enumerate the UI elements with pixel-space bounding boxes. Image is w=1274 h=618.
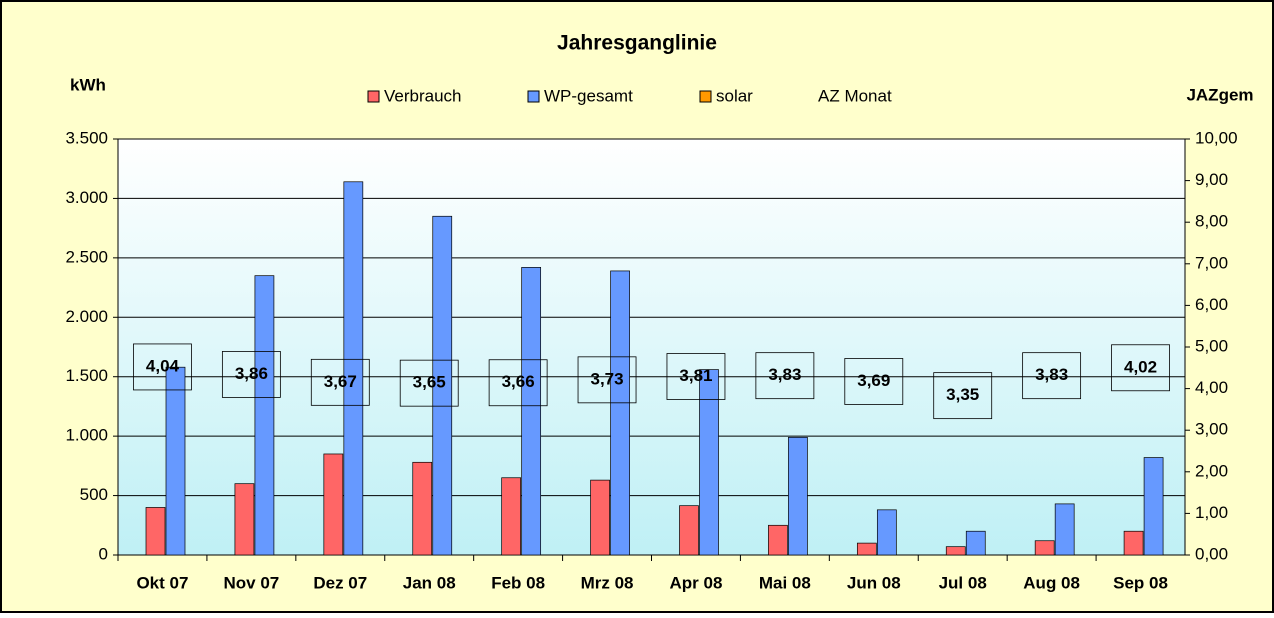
x-tick-label: Okt 07 <box>136 573 188 592</box>
y2-tick-label: 6,00 <box>1195 295 1228 314</box>
bar <box>610 270 630 556</box>
legend-swatch <box>699 90 712 103</box>
x-tick-label: Jun 08 <box>847 573 901 592</box>
y2-tick-label: 2,00 <box>1195 461 1228 480</box>
data-label-box <box>488 359 548 407</box>
data-label-box <box>844 358 904 405</box>
y-tick-label: 1.500 <box>65 366 108 385</box>
bar <box>501 477 522 556</box>
bar <box>768 524 788 556</box>
bar <box>432 215 453 556</box>
data-label: 3,86 <box>235 364 268 383</box>
data-label-box <box>399 359 459 407</box>
y2-tick-label: 4,00 <box>1195 378 1228 397</box>
data-label: 3,35 <box>946 385 979 404</box>
legend-label: Verbrauch <box>384 86 462 105</box>
bar <box>876 509 897 556</box>
bar <box>1143 457 1164 556</box>
y2-tick-label: 8,00 <box>1195 212 1228 231</box>
y-tick-label: 2.500 <box>65 247 108 266</box>
data-label: 4,04 <box>146 356 180 375</box>
bar <box>412 461 433 556</box>
data-label: 3,69 <box>857 371 890 390</box>
bar <box>343 181 364 556</box>
y2-tick-label: 10,00 <box>1195 128 1238 147</box>
bar <box>1034 540 1055 556</box>
bar <box>965 530 986 556</box>
data-label: 3,73 <box>590 369 623 388</box>
x-tick-label: Aug 08 <box>1023 573 1080 592</box>
y2-tick-label: 1,00 <box>1195 503 1228 522</box>
data-label: 3,65 <box>413 373 446 392</box>
bar <box>165 366 186 556</box>
bar <box>788 436 808 556</box>
bar <box>521 267 542 556</box>
bar <box>1123 530 1144 556</box>
plot-area <box>117 138 1186 556</box>
x-tick-label: Sep 08 <box>1113 573 1168 592</box>
y-tick-label: 3.500 <box>65 128 108 147</box>
y-tick-label: 500 <box>80 485 108 504</box>
x-tick-label: Jan 08 <box>403 573 456 592</box>
data-label-box <box>755 352 815 400</box>
x-tick-label: Mai 08 <box>759 573 811 592</box>
legend-label: solar <box>716 86 753 105</box>
data-label-box <box>133 343 192 391</box>
bar <box>145 507 166 556</box>
bar <box>254 275 275 556</box>
y2-tick-label: 5,00 <box>1195 336 1228 355</box>
bar <box>856 542 877 556</box>
bar <box>699 369 719 556</box>
legend-swatch <box>527 90 540 103</box>
data-label: 3,81 <box>679 366 712 385</box>
data-label-box <box>666 353 726 400</box>
data-label-box <box>1022 352 1082 400</box>
x-tick-label: Nov 07 <box>224 573 280 592</box>
bar <box>945 546 966 556</box>
y2-tick-label: 7,00 <box>1195 253 1228 272</box>
y2-tick-label: 0,00 <box>1195 544 1228 563</box>
bar <box>590 479 610 556</box>
x-tick-label: Jul 08 <box>939 573 987 592</box>
data-label: 4,02 <box>1124 357 1157 376</box>
data-label: 3,66 <box>502 372 535 391</box>
x-tick-label: Feb 08 <box>491 573 545 592</box>
data-label-box <box>577 356 637 404</box>
y2-tick-label: 9,00 <box>1195 170 1228 189</box>
legend-label: WP-gesamt <box>544 86 633 105</box>
y-tick-label: 3.000 <box>65 188 108 207</box>
y-axis-label: kWh <box>70 75 106 94</box>
bar <box>679 505 699 556</box>
y-tick-label: 1.000 <box>65 426 108 445</box>
y2-axis-label: JAZgem <box>1186 85 1253 104</box>
data-label-box <box>933 372 993 420</box>
data-label-box <box>1111 344 1170 392</box>
y-tick-label: 2.000 <box>65 307 108 326</box>
legend-label: AZ Monat <box>818 86 892 105</box>
bar <box>1054 503 1075 556</box>
y2-tick-label: 3,00 <box>1195 420 1228 439</box>
data-label-box <box>310 358 370 406</box>
bar <box>323 453 344 556</box>
data-label: 3,83 <box>1035 365 1068 384</box>
chart-title: Jahresganglinie <box>557 32 717 55</box>
x-tick-label: Dez 07 <box>313 573 367 592</box>
y-tick-label: 0 <box>99 544 108 563</box>
data-label: 3,83 <box>768 365 801 384</box>
legend-swatch <box>367 90 380 103</box>
x-tick-label: Apr 08 <box>669 573 722 592</box>
data-label: 3,67 <box>324 372 357 391</box>
bar <box>234 483 255 556</box>
data-label-box <box>221 351 281 398</box>
x-tick-label: Mrz 08 <box>581 573 634 592</box>
